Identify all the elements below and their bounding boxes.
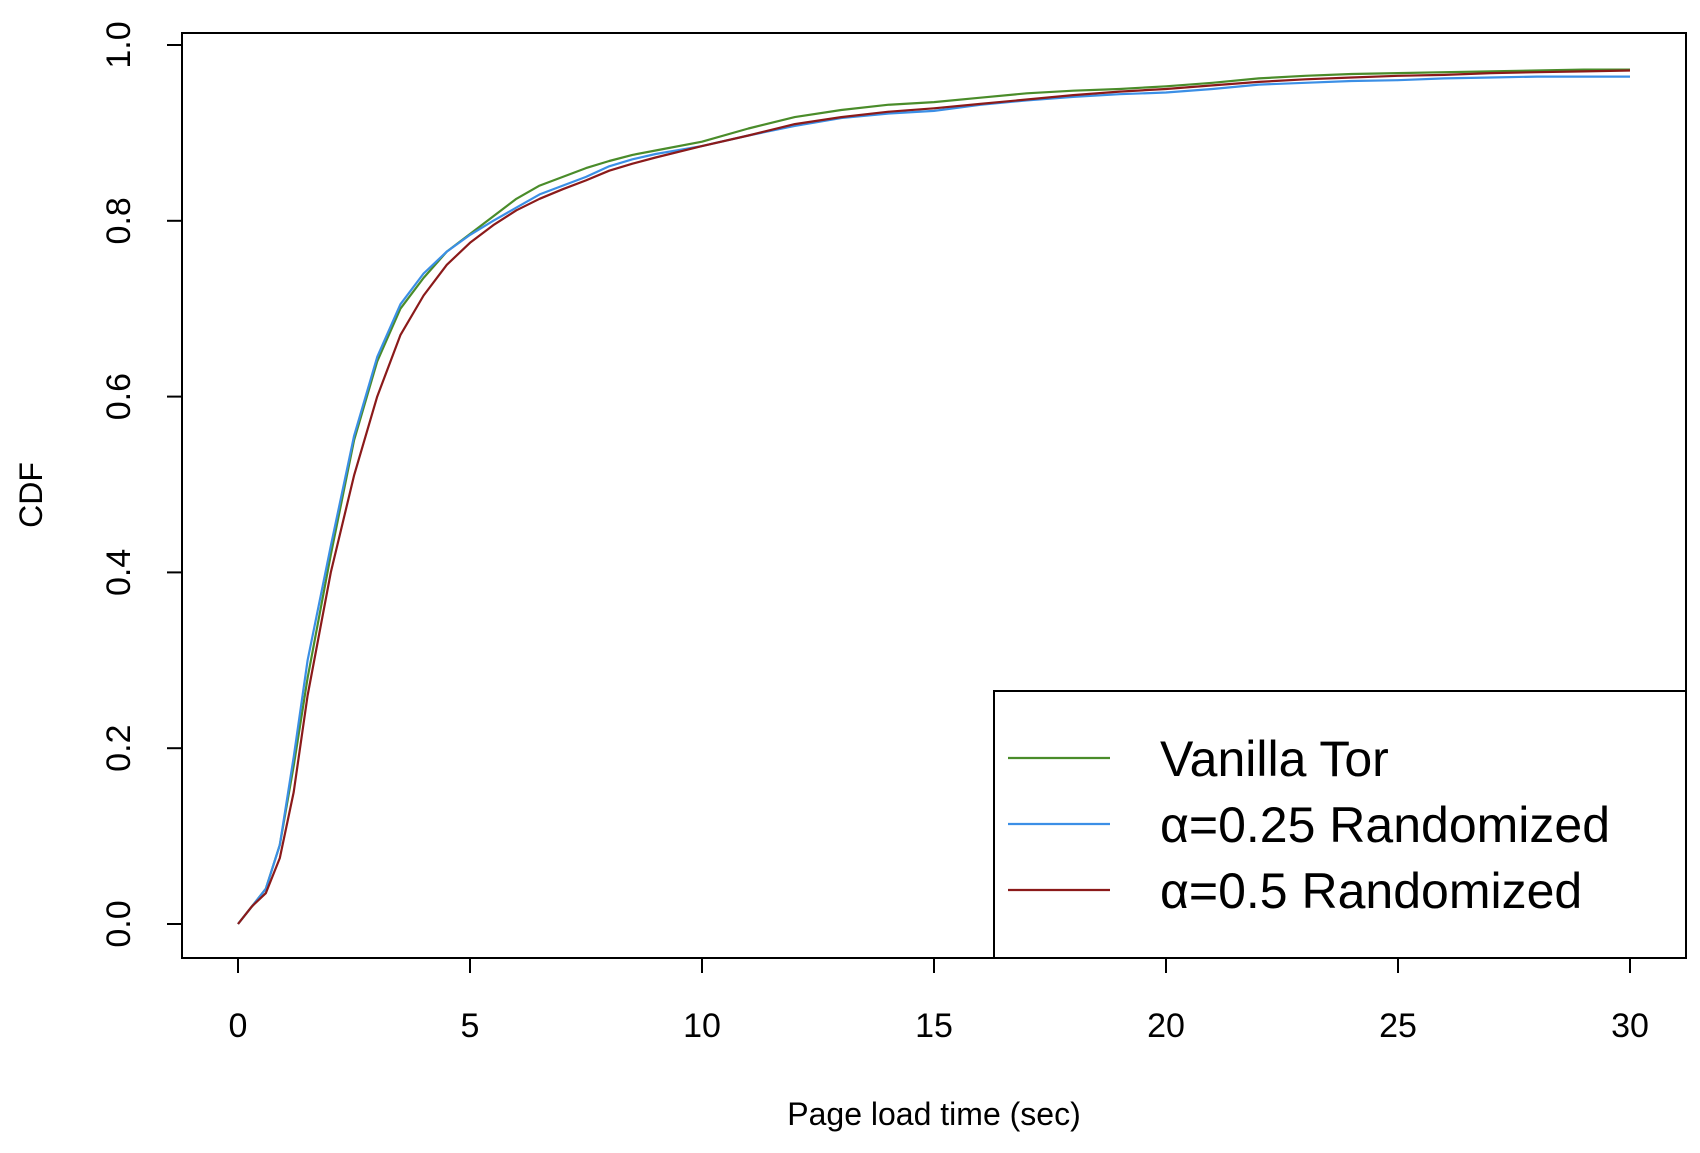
- legend-label-alpha-0-5: α=0.5 Randomized: [1160, 863, 1582, 919]
- x-tick-label: 15: [915, 1007, 953, 1045]
- y-tick-label: 0.2: [100, 725, 138, 772]
- y-axis-label: CDF: [13, 462, 49, 528]
- series-layer: [237, 68, 1631, 925]
- y-tick-label: 0.0: [100, 900, 138, 947]
- x-axis: 0 5 10 15 20 25 30: [229, 957, 1649, 1045]
- legend-label-alpha-0-25: α=0.25 Randomized: [1160, 797, 1610, 853]
- y-tick-label: 1.0: [100, 21, 138, 68]
- y-tick-label: 0.4: [100, 549, 138, 596]
- x-tick-label: 10: [683, 1007, 721, 1045]
- x-axis-label: Page load time (sec): [787, 1096, 1080, 1132]
- x-tick-label: 20: [1147, 1007, 1185, 1045]
- series-line-2: [237, 69, 1631, 925]
- x-tick-label: 30: [1611, 1007, 1649, 1045]
- legend: Vanilla Tor α=0.25 Randomized α=0.5 Rand…: [993, 690, 1687, 959]
- y-axis: 0.0 0.2 0.4 0.6 0.8 1.0: [100, 21, 183, 948]
- x-tick-label: 5: [461, 1007, 480, 1045]
- series-line-1: [237, 75, 1630, 925]
- legend-label-vanilla-tor: Vanilla Tor: [1160, 731, 1389, 787]
- y-tick-label: 0.8: [100, 197, 138, 244]
- x-tick-label: 25: [1379, 1007, 1417, 1045]
- y-tick-label: 0.6: [100, 373, 138, 420]
- x-tick-label: 0: [229, 1007, 248, 1045]
